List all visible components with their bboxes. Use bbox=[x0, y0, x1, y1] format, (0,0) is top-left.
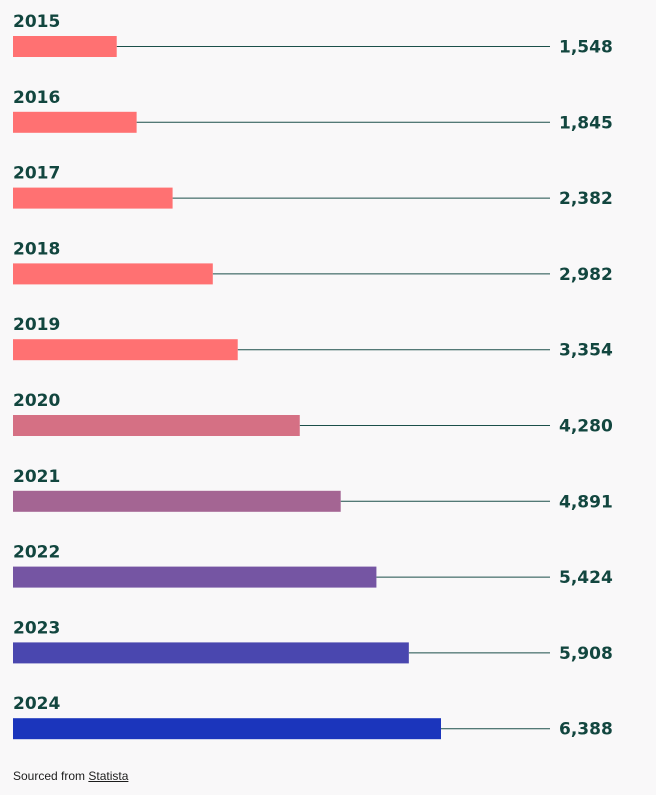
bar-2024 bbox=[13, 718, 441, 740]
bar-2022 bbox=[13, 566, 377, 588]
value-label-2019: 3,354 bbox=[559, 341, 613, 361]
bar-2015 bbox=[13, 36, 117, 57]
value-label-2016: 1,845 bbox=[559, 113, 613, 133]
value-label-2023: 5,908 bbox=[559, 644, 613, 664]
bar-2023 bbox=[13, 642, 409, 664]
bar-2018 bbox=[13, 263, 213, 285]
bar-2021 bbox=[13, 490, 341, 512]
value-label-2018: 2,982 bbox=[559, 265, 613, 285]
year-label-2024: 2024 bbox=[13, 694, 60, 714]
source-note: Sourced from Statista bbox=[13, 769, 128, 783]
source-prefix: Sourced from bbox=[13, 769, 86, 783]
year-label-2018: 2018 bbox=[13, 239, 60, 259]
value-label-2022: 5,424 bbox=[559, 568, 613, 588]
year-label-2022: 2022 bbox=[13, 543, 60, 563]
bar-chart: 2015 1,548 2016 1,845 2017 2,382 2018 2,982 2019… bbox=[13, 12, 613, 740]
value-label-2015: 1,548 bbox=[559, 38, 613, 58]
bar-2016 bbox=[13, 111, 137, 133]
bar-2020 bbox=[13, 415, 300, 436]
year-label-2020: 2020 bbox=[13, 391, 60, 411]
bar-2017 bbox=[13, 187, 173, 209]
year-label-2016: 2016 bbox=[13, 88, 60, 108]
year-label-2023: 2023 bbox=[13, 618, 60, 638]
year-label-2021: 2021 bbox=[13, 467, 60, 487]
value-label-2024: 6,388 bbox=[559, 720, 613, 740]
value-label-2020: 4,280 bbox=[559, 417, 613, 437]
value-label-2021: 4,891 bbox=[559, 492, 613, 512]
year-label-2017: 2017 bbox=[13, 164, 60, 184]
value-label-2017: 2,382 bbox=[559, 189, 613, 209]
year-label-2015: 2015 bbox=[13, 12, 60, 32]
source-link[interactable]: Statista bbox=[88, 769, 129, 783]
bar-2019 bbox=[13, 339, 238, 361]
year-label-2019: 2019 bbox=[13, 315, 60, 335]
